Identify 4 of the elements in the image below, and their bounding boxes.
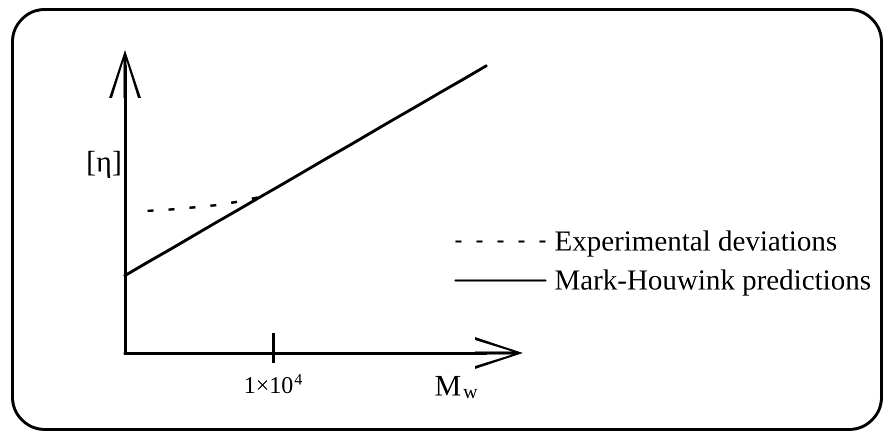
y-axis-title: [η]	[86, 146, 122, 178]
x-axis-title: Mw	[434, 370, 478, 403]
legend-label: Experimental deviations	[554, 226, 838, 258]
legend-label: Mark-Houwink predictions	[554, 264, 872, 296]
